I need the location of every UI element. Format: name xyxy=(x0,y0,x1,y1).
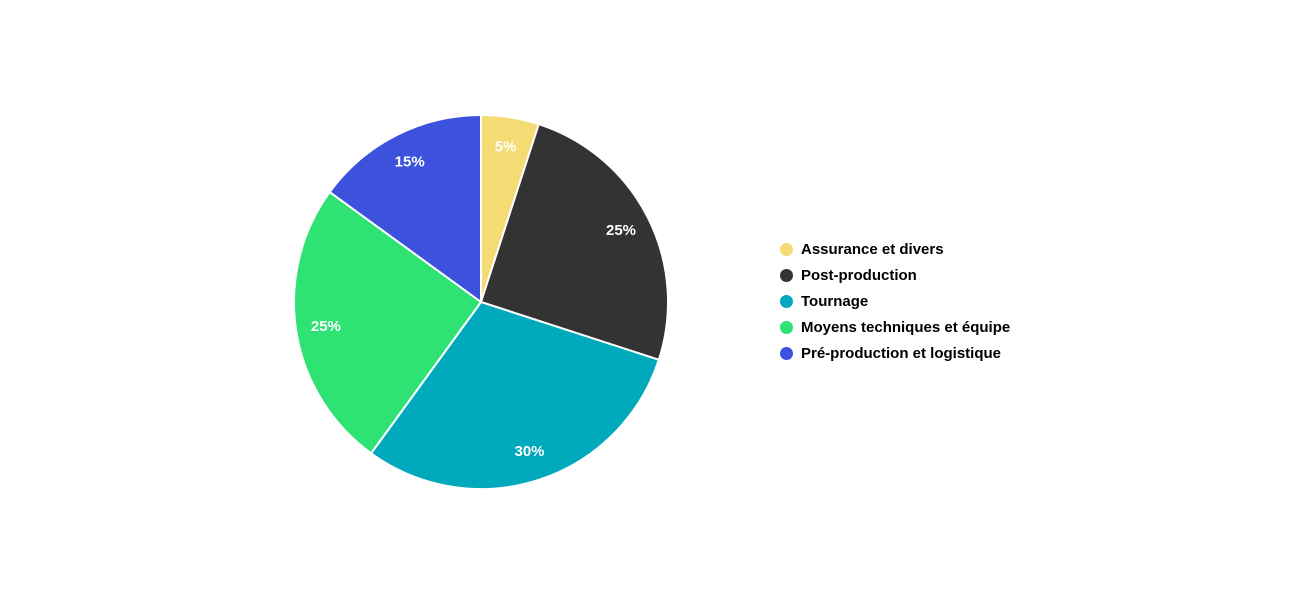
legend-item-3[interactable]: Moyens techniques et équipe xyxy=(780,314,1010,340)
pie-slice-data-label: 25% xyxy=(606,222,636,239)
legend-item-2[interactable]: Tournage xyxy=(780,288,1010,314)
pie-slice-data-label: 30% xyxy=(514,443,544,460)
legend-label: Assurance et divers xyxy=(801,240,944,258)
pie-slice-data-label: 5% xyxy=(495,138,517,155)
legend-label: Tournage xyxy=(801,292,869,310)
pie-slice-2[interactable] xyxy=(370,301,660,490)
legend-item-4[interactable]: Pré-production et logistique xyxy=(780,340,1010,366)
legend-label: Pré-production et logistique xyxy=(801,344,1002,362)
legend-label: Post-production xyxy=(801,266,917,284)
pie-slice-data-label: 15% xyxy=(395,154,425,171)
pie-slice-4[interactable] xyxy=(328,114,482,303)
legend-swatch-icon xyxy=(780,268,793,282)
chart-legend: Assurance et divers Post-production Tourna… xyxy=(780,236,1010,366)
pie-slice-1[interactable] xyxy=(480,123,669,361)
legend-label: Moyens techniques et équipe xyxy=(801,318,1011,336)
pie-slice-data-label: 25% xyxy=(311,318,341,335)
pie-slice-3[interactable] xyxy=(293,191,482,455)
legend-swatch-icon xyxy=(780,346,793,360)
legend-swatch-icon xyxy=(780,242,793,256)
legend-item-0[interactable]: Assurance et divers xyxy=(780,236,1010,262)
legend-swatch-icon xyxy=(780,294,793,308)
legend-item-1[interactable]: Post-production xyxy=(780,262,1010,288)
legend-swatch-icon xyxy=(780,320,793,334)
